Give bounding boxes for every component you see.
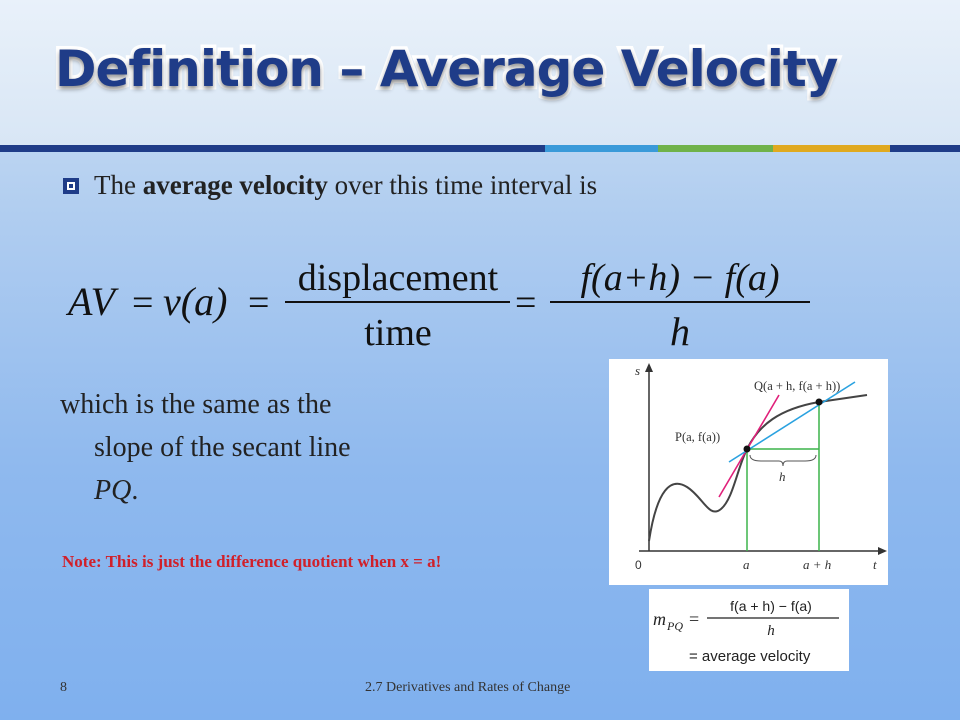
s-axis-arrow-icon (645, 363, 653, 372)
paragraph-line-3: PQ. (60, 469, 351, 512)
t-axis-arrow-icon (878, 547, 887, 555)
title-bar: Definition – Average Velocity (0, 0, 960, 145)
formula-time: time (364, 312, 432, 354)
accent-stripe-2 (545, 145, 658, 152)
slope-formula: m PQ = f(a + h) − f(a) h = average veloc… (653, 598, 839, 665)
bullet-text: The average velocity over this time inte… (94, 170, 597, 201)
pq-label: PQ (94, 475, 132, 506)
accent-stripe-1 (0, 145, 545, 152)
mpq-subscript: PQ (666, 619, 683, 633)
bullet-prefix: The (94, 170, 143, 200)
formula-v-of-a: v(a) (163, 279, 227, 324)
paragraph-period: . (131, 475, 139, 506)
tangent-line (718, 394, 780, 498)
average-velocity-formula: AV = v(a) = displacement time = f(a+h) −… (65, 257, 810, 354)
h-brace (749, 454, 817, 467)
slope-formula-box: m PQ = f(a + h) − f(a) h = average veloc… (649, 589, 849, 671)
origin-label: 0 (635, 558, 642, 572)
paragraph-line-2: slope of the secant line (94, 432, 351, 463)
s-axis-label: s (635, 363, 640, 378)
difference-quotient-note: Note: This is just the difference quotie… (62, 552, 442, 571)
bullet-item: The average velocity over this time inte… (62, 170, 597, 201)
mpq-denominator: h (767, 623, 775, 639)
footer-section-title: 2.7 Derivatives and Rates of Change (365, 680, 571, 695)
bullet-bold-term: average velocity (142, 170, 328, 200)
slide-title: Definition – Average Velocity (51, 37, 841, 102)
formula-h: h (670, 309, 690, 354)
accent-stripe-5 (890, 145, 960, 152)
secant-line-graph: s t 0 h P(a, f(a)) Q(a + h, f(a + h)) a … (609, 359, 888, 585)
t-axis-label: t (873, 557, 877, 572)
formula-av: AV (65, 279, 119, 324)
secant-paragraph: which is the same as the slope of the se… (60, 383, 351, 512)
formula-displacement: displacement (298, 257, 499, 299)
formula-equals-2: = (248, 282, 269, 324)
point-p (743, 445, 751, 453)
mpq-numerator: f(a + h) − f(a) (730, 598, 812, 614)
accent-stripe-3 (658, 145, 773, 152)
formula-equals-3: = (515, 282, 536, 324)
mpq-average-velocity: = average velocity (689, 648, 811, 665)
accent-stripe-4 (773, 145, 890, 152)
paragraph-line-1: which is the same as the (60, 389, 332, 420)
tick-label-a-plus-h: a + h (803, 557, 831, 572)
position-curve (648, 394, 868, 542)
mpq-m: m (653, 609, 666, 629)
label-q: Q(a + h, f(a + h)) (754, 379, 840, 393)
bullet-suffix: over this time interval is (327, 170, 598, 200)
h-label: h (779, 469, 786, 484)
formula-difference: f(a+h) − f(a) (580, 257, 779, 299)
formula-equals-1: = (132, 282, 153, 324)
label-p: P(a, f(a)) (675, 430, 720, 444)
page-number: 8 (60, 680, 67, 695)
square-bullet-icon (63, 177, 79, 194)
graph-canvas: s t 0 h P(a, f(a)) Q(a + h, f(a + h)) a … (635, 363, 887, 572)
mpq-equals: = (689, 609, 699, 629)
tick-label-a: a (743, 557, 750, 572)
point-q (815, 398, 823, 406)
